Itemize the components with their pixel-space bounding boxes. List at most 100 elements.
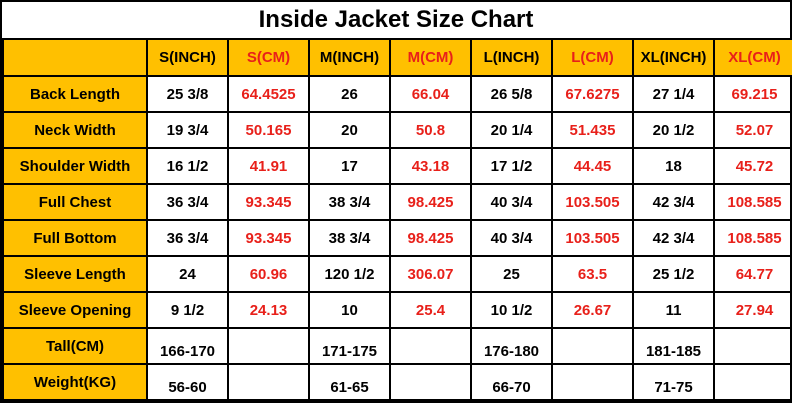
table-row: Sleeve Length 24 60.96 120 1/2 306.07 25 63.5 2…	[2, 255, 792, 293]
size-value-cell: 18	[632, 147, 715, 185]
column-header: S(CM)	[227, 38, 310, 77]
row-label: Sleeve Length	[2, 255, 148, 293]
row-label: Neck Width	[2, 111, 148, 149]
size-value-cell: 26	[308, 75, 391, 113]
size-value-cell: 17	[308, 147, 391, 185]
size-value-cell: 19 3/4	[146, 111, 229, 149]
size-value-cell: 50.8	[389, 111, 472, 149]
size-value-cell: 36 3/4	[146, 219, 229, 257]
table-row: Tall(CM) 166-170 171-175 176-180 181-185	[2, 327, 792, 365]
size-value-cell: 42 3/4	[632, 183, 715, 221]
size-value-cell: 98.425	[389, 183, 472, 221]
size-value-cell: 50.165	[227, 111, 310, 149]
size-value-cell: 44.45	[551, 147, 634, 185]
size-value-cell: 38 3/4	[308, 219, 391, 257]
size-value-cell: 27 1/4	[632, 75, 715, 113]
size-value-cell	[551, 327, 634, 365]
row-label: Full Chest	[2, 183, 148, 221]
size-value-cell: 108.585	[713, 219, 792, 257]
column-header: S(INCH)	[146, 38, 229, 77]
size-value-cell: 25	[470, 255, 553, 293]
row-label: Tall(CM)	[2, 327, 148, 365]
row-label: Sleeve Opening	[2, 291, 148, 329]
size-value-cell: 120 1/2	[308, 255, 391, 293]
column-header: M(INCH)	[308, 38, 391, 77]
size-value-cell: 25.4	[389, 291, 472, 329]
column-header: XL(CM)	[713, 38, 792, 77]
size-value-cell: 181-185	[632, 327, 715, 365]
size-value-cell: 108.585	[713, 183, 792, 221]
column-header: XL(INCH)	[632, 38, 715, 77]
size-value-cell: 26 5/8	[470, 75, 553, 113]
size-value-cell: 69.215	[713, 75, 792, 113]
size-value-cell: 20 1/2	[632, 111, 715, 149]
size-value-cell: 98.425	[389, 219, 472, 257]
size-value-cell: 40 3/4	[470, 219, 553, 257]
size-value-cell: 171-175	[308, 327, 391, 365]
table-body: Back Length 25 3/8 64.4525 26 66.04 26 5/8 67.…	[2, 75, 792, 401]
size-value-cell: 93.345	[227, 219, 310, 257]
size-value-cell: 64.77	[713, 255, 792, 293]
size-value-cell: 11	[632, 291, 715, 329]
table-row: Weight(KG) 56-60 61-65 66-70 71-75	[2, 363, 792, 401]
size-value-cell: 64.4525	[227, 75, 310, 113]
size-value-cell: 306.07	[389, 255, 472, 293]
size-value-cell: 93.345	[227, 183, 310, 221]
size-value-cell: 36 3/4	[146, 183, 229, 221]
size-value-cell: 52.07	[713, 111, 792, 149]
size-value-cell: 176-180	[470, 327, 553, 365]
size-value-cell: 60.96	[227, 255, 310, 293]
size-value-cell: 20	[308, 111, 391, 149]
size-value-cell: 16 1/2	[146, 147, 229, 185]
size-value-cell: 25 3/8	[146, 75, 229, 113]
table-row: Back Length 25 3/8 64.4525 26 66.04 26 5/8 67.…	[2, 75, 792, 113]
table-row: Shoulder Width 16 1/2 41.91 17 43.18 17 1/2 44…	[2, 147, 792, 185]
size-value-cell: 56-60	[146, 363, 229, 401]
size-value-cell: 166-170	[146, 327, 229, 365]
table-row: Full Bottom 36 3/4 93.345 38 3/4 98.425 40 3/…	[2, 219, 792, 257]
corner-header-cell	[2, 38, 148, 77]
size-value-cell: 41.91	[227, 147, 310, 185]
size-value-cell: 103.505	[551, 219, 634, 257]
size-value-cell	[227, 327, 310, 365]
size-value-cell: 24.13	[227, 291, 310, 329]
size-value-cell: 63.5	[551, 255, 634, 293]
title-bar: Inside Jacket Size Chart	[2, 2, 790, 38]
size-value-cell: 9 1/2	[146, 291, 229, 329]
size-value-cell: 24	[146, 255, 229, 293]
column-header: M(CM)	[389, 38, 472, 77]
row-label: Full Bottom	[2, 219, 148, 257]
table-header: S(INCH) S(CM) M(INCH) M(CM) L(INCH) L(CM) XL(I…	[2, 38, 792, 77]
row-label: Back Length	[2, 75, 148, 113]
size-value-cell: 38 3/4	[308, 183, 391, 221]
size-value-cell: 61-65	[308, 363, 391, 401]
size-value-cell: 51.435	[551, 111, 634, 149]
size-value-cell: 10 1/2	[470, 291, 553, 329]
size-value-cell: 26.67	[551, 291, 634, 329]
size-value-cell: 103.505	[551, 183, 634, 221]
size-value-cell	[389, 363, 472, 401]
size-chart-table: S(INCH) S(CM) M(INCH) M(CM) L(INCH) L(CM) XL(I…	[2, 38, 792, 401]
column-header: L(INCH)	[470, 38, 553, 77]
size-value-cell: 17 1/2	[470, 147, 553, 185]
header-row: S(INCH) S(CM) M(INCH) M(CM) L(INCH) L(CM) XL(I…	[2, 38, 792, 77]
size-value-cell	[551, 363, 634, 401]
size-value-cell: 25 1/2	[632, 255, 715, 293]
size-value-cell: 43.18	[389, 147, 472, 185]
size-value-cell: 66.04	[389, 75, 472, 113]
table-row: Neck Width 19 3/4 50.165 20 50.8 20 1/4 51.435…	[2, 111, 792, 149]
page-title: Inside Jacket Size Chart	[258, 6, 534, 33]
size-value-cell: 66-70	[470, 363, 553, 401]
row-label: Shoulder Width	[2, 147, 148, 185]
table-row: Full Chest 36 3/4 93.345 38 3/4 98.425 40 3/4…	[2, 183, 792, 221]
table-row: Sleeve Opening 9 1/2 24.13 10 25.4 10 1/2 26.6…	[2, 291, 792, 329]
size-value-cell	[713, 327, 792, 365]
size-value-cell: 42 3/4	[632, 219, 715, 257]
size-value-cell	[227, 363, 310, 401]
row-label: Weight(KG)	[2, 363, 148, 401]
size-value-cell	[713, 363, 792, 401]
size-value-cell: 45.72	[713, 147, 792, 185]
size-value-cell: 40 3/4	[470, 183, 553, 221]
size-value-cell: 27.94	[713, 291, 792, 329]
